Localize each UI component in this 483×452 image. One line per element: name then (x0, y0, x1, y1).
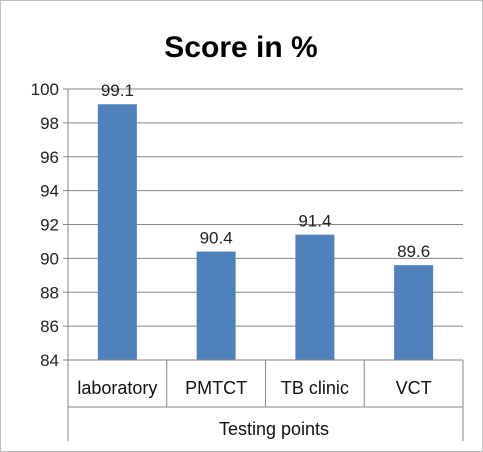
data-label: 89.6 (397, 242, 430, 261)
bar (97, 104, 137, 361)
bar (295, 234, 335, 360)
bar (196, 251, 236, 360)
axes (67, 89, 464, 441)
y-tick-label: 92 (40, 216, 59, 235)
chart-title: Score in % (164, 31, 317, 64)
y-tick-label: 90 (40, 249, 59, 268)
data-labels: 99.1 90.4 91.4 89.6 (101, 81, 430, 261)
data-label: 90.4 (200, 229, 233, 248)
category-label: laboratory (77, 378, 157, 398)
category-label: VCT (396, 378, 432, 398)
y-tick-label: 84 (40, 351, 59, 370)
data-label: 91.4 (298, 212, 331, 231)
y-axis-ticks: 84 86 88 90 92 94 96 98 100 (31, 80, 68, 370)
x-axis-categories: laboratory PMTCT TB clinic VCT (77, 378, 431, 398)
y-tick-label: 94 (40, 182, 59, 201)
x-axis-label: Testing points (219, 419, 329, 439)
category-label: PMTCT (185, 378, 247, 398)
category-label: TB clinic (281, 378, 349, 398)
y-tick-label: 96 (40, 148, 59, 167)
y-tick-label: 88 (40, 283, 59, 302)
data-label: 99.1 (101, 81, 134, 100)
bar (394, 265, 434, 360)
y-tick-label: 86 (40, 317, 59, 336)
bars (97, 104, 434, 361)
y-tick-label: 100 (31, 80, 59, 99)
y-tick-label: 98 (40, 114, 59, 133)
